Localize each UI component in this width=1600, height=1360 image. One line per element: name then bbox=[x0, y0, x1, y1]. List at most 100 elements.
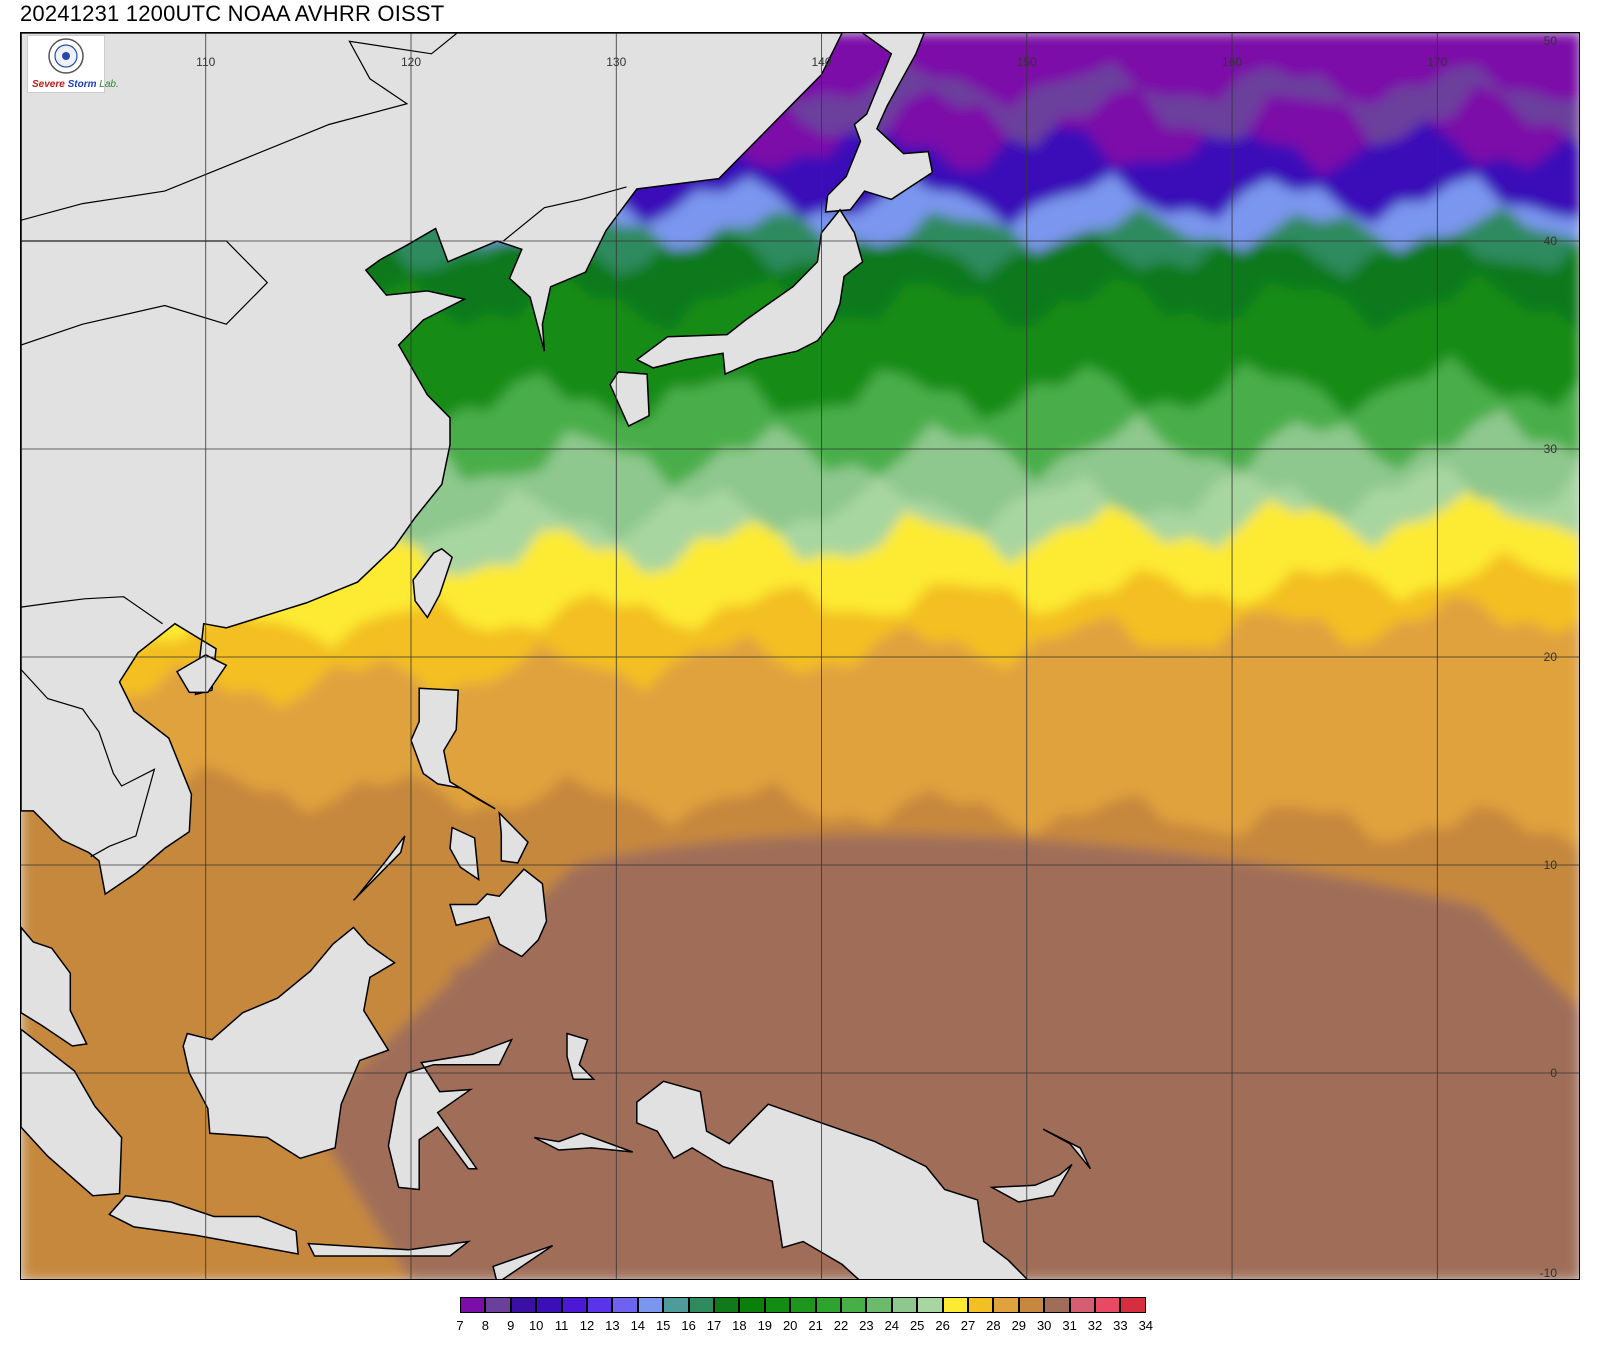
land-new-britain bbox=[989, 1163, 1073, 1203]
colorbar-label: 12 bbox=[579, 1318, 595, 1333]
colorbar-swatch bbox=[942, 1297, 968, 1313]
colorbar-label: 29 bbox=[1011, 1318, 1027, 1333]
colorbar-swatch bbox=[815, 1297, 841, 1313]
colorbar-label: 17 bbox=[706, 1318, 722, 1333]
lon-tick-label: 120 bbox=[401, 55, 421, 69]
colorbar-swatch bbox=[1044, 1297, 1070, 1313]
colorbar-swatch bbox=[688, 1297, 714, 1313]
colorbar-label: 28 bbox=[986, 1318, 1001, 1333]
sst-map-canvas: 110 120 130 140 150 160 170 50 40 30 20 10 0 -10 bbox=[21, 33, 1579, 1280]
land-panay-negros bbox=[449, 826, 480, 882]
colorbar-swatch bbox=[739, 1297, 765, 1313]
colorbar-label: 21 bbox=[808, 1318, 823, 1333]
land-java bbox=[108, 1194, 299, 1255]
colorbar-swatch bbox=[1095, 1297, 1121, 1313]
land-sakhalin-hokkaido bbox=[824, 33, 934, 213]
colorbar-swatch bbox=[485, 1297, 511, 1313]
colorbar-swatch bbox=[536, 1297, 562, 1313]
border-line bbox=[21, 669, 156, 858]
colorbar-label: 26 bbox=[935, 1318, 950, 1333]
colorbar-label: 22 bbox=[833, 1318, 849, 1333]
colorbar-swatch bbox=[663, 1297, 689, 1313]
border-line bbox=[21, 33, 459, 221]
colorbar-label: 15 bbox=[655, 1318, 671, 1333]
colorbar-label: 13 bbox=[605, 1318, 620, 1333]
land-kyushu-shikoku bbox=[609, 371, 650, 428]
lat-tick-label: 0 bbox=[1550, 1066, 1557, 1080]
lat-tick-label: 50 bbox=[1544, 34, 1558, 48]
land-new-ireland bbox=[1042, 1128, 1092, 1170]
border-line bbox=[21, 596, 163, 625]
colorbar-label: 25 bbox=[909, 1318, 925, 1333]
land-palawan bbox=[352, 835, 406, 901]
colorbar-label: 20 bbox=[782, 1318, 798, 1333]
land-visayas-mindanao bbox=[448, 868, 548, 958]
land-sumatra bbox=[21, 1028, 123, 1197]
colorbar-label: 10 bbox=[528, 1318, 544, 1333]
lat-tick-label: 10 bbox=[1544, 858, 1558, 872]
map-title: 20241231 1200UTC NOAA AVHRR OISST bbox=[20, 1, 445, 26]
colorbar-label: 18 bbox=[732, 1318, 747, 1333]
colorbar-swatch bbox=[1069, 1297, 1095, 1313]
colorbar-swatch bbox=[714, 1297, 740, 1313]
land-honshu bbox=[635, 208, 864, 376]
land-timor bbox=[492, 1244, 554, 1279]
colorbar-swatch bbox=[790, 1297, 816, 1313]
colorbar-swatch bbox=[460, 1297, 486, 1313]
land-halmahera bbox=[566, 1032, 596, 1080]
land-borneo bbox=[182, 926, 396, 1160]
colorbar-swatch bbox=[561, 1297, 587, 1313]
lon-tick-label: 150 bbox=[1017, 55, 1037, 69]
land-taiwan bbox=[412, 547, 453, 619]
lon-tick-label: 160 bbox=[1222, 55, 1242, 69]
land-new-guinea bbox=[636, 1080, 1028, 1279]
land-hainan bbox=[175, 654, 228, 694]
colorbar-label: 34 bbox=[1138, 1318, 1154, 1333]
sst-band-31b bbox=[1026, 948, 1579, 1279]
border-line bbox=[503, 186, 627, 242]
land-masses bbox=[21, 33, 1092, 1279]
colorbar-swatch bbox=[1120, 1297, 1146, 1313]
lat-lon-grid bbox=[21, 33, 1579, 1279]
colorbar-label: 7 bbox=[456, 1318, 464, 1333]
severe-storm-lab-logo: Severe Storm Lab. bbox=[27, 35, 119, 93]
colorbar-label: 27 bbox=[960, 1318, 976, 1333]
colorbar-label: 23 bbox=[859, 1318, 874, 1333]
colorbar-swatch bbox=[891, 1297, 918, 1313]
colorbar-label: 11 bbox=[554, 1318, 569, 1333]
colorbar-label: 16 bbox=[681, 1318, 696, 1333]
colorbar-label: 14 bbox=[630, 1318, 646, 1333]
colorbar-label: 33 bbox=[1113, 1318, 1128, 1333]
logo-text: Severe Storm Lab. bbox=[32, 79, 119, 90]
colorbar-swatch bbox=[612, 1297, 638, 1313]
colorbar-label: 19 bbox=[757, 1318, 773, 1333]
colorbar-label: 8 bbox=[481, 1318, 490, 1333]
colorbar-label: 32 bbox=[1087, 1318, 1103, 1333]
colorbar-swatch bbox=[587, 1297, 613, 1313]
lat-tick-label: 20 bbox=[1544, 650, 1558, 664]
lat-tick-label: 30 bbox=[1544, 442, 1558, 456]
colorbar-label: 9 bbox=[507, 1318, 515, 1333]
lon-tick-label: 170 bbox=[1427, 55, 1447, 69]
colorbar-swatch bbox=[993, 1297, 1019, 1313]
land-flores-lesser-sunda bbox=[307, 1240, 472, 1257]
colorbar-swatch bbox=[1018, 1297, 1045, 1313]
lon-tick-label: 130 bbox=[606, 55, 626, 69]
colorbar-label: 24 bbox=[884, 1318, 900, 1333]
colorbar-swatch bbox=[841, 1297, 867, 1313]
land-samar-leyte bbox=[498, 810, 529, 864]
lat-tick-label: -10 bbox=[1540, 1266, 1558, 1280]
colorbar-label: 31 bbox=[1062, 1318, 1077, 1333]
land-malay-peninsula bbox=[21, 926, 88, 1047]
colorbar-swatch bbox=[510, 1297, 537, 1313]
land-seram-buru bbox=[533, 1132, 633, 1153]
lon-tick-label: 110 bbox=[196, 55, 215, 69]
colorbar-swatch bbox=[866, 1297, 892, 1313]
lat-tick-label: 40 bbox=[1544, 234, 1558, 248]
colorbar-swatch bbox=[764, 1297, 791, 1313]
axis-tick-labels: 110 120 130 140 150 160 170 50 40 30 20 10 0 -10 bbox=[196, 34, 1558, 1280]
colorbar-swatch bbox=[917, 1297, 943, 1313]
lon-tick-label: 140 bbox=[812, 55, 832, 69]
colorbar-swatch bbox=[968, 1297, 994, 1313]
seal-icon bbox=[48, 38, 84, 74]
